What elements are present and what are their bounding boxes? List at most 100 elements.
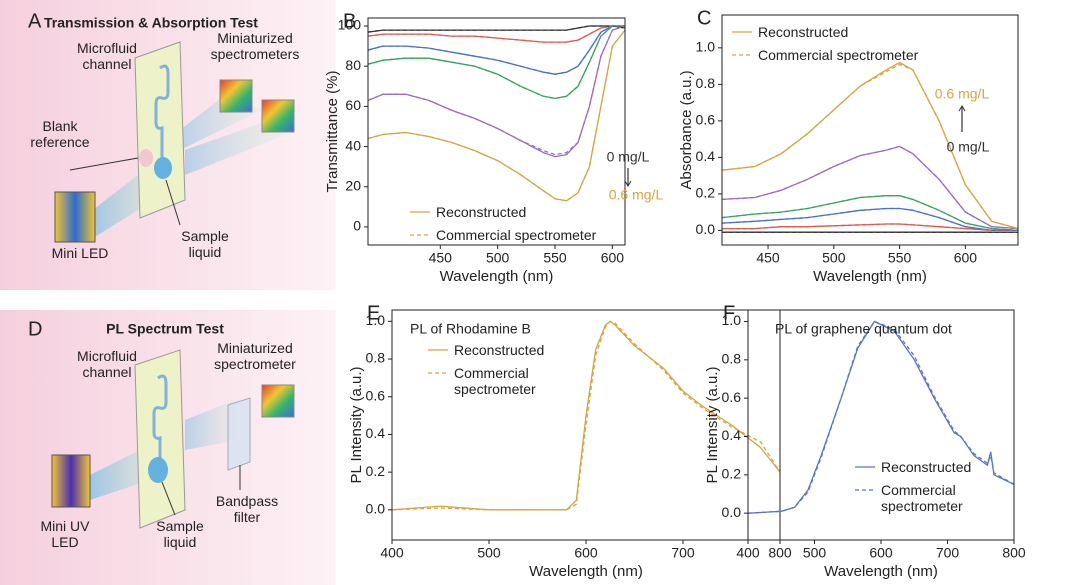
panel-label: E <box>367 302 380 324</box>
series-line <box>722 195 1018 232</box>
y-tick-label: 20 <box>345 177 361 193</box>
series-line <box>368 25 625 100</box>
panel-title: Transmission & Absorption Test <box>44 15 258 31</box>
annotation: 0 mg/L <box>947 139 990 155</box>
schematic-label: Blank reference <box>30 118 90 150</box>
x-tick-label: 450 <box>756 250 780 266</box>
uv-led <box>51 454 91 508</box>
microfluid-chip <box>134 41 186 219</box>
channel <box>154 64 170 158</box>
legend-label: Reconstructed <box>758 24 849 40</box>
chart-title: PL of graphene quantum dot <box>775 321 952 337</box>
series-line <box>722 207 1018 232</box>
x-tick-label: 400 <box>736 545 760 561</box>
schematic-label: Bandpass filter <box>215 493 279 525</box>
y-axis-label: PL Intensity (a.u.) <box>704 366 721 483</box>
series-line <box>392 320 780 511</box>
x-tick-label: 500 <box>822 250 846 266</box>
x-tick-label: 600 <box>574 545 598 561</box>
light-beam <box>185 400 240 450</box>
series-line <box>748 320 1014 514</box>
x-tick-label: 600 <box>869 545 893 561</box>
series-line <box>368 25 625 156</box>
blank-spot <box>139 149 153 167</box>
y-tick-label: 0.2 <box>722 466 742 482</box>
panel-label: C <box>697 7 711 29</box>
y-tick-label: 0.0 <box>366 501 386 517</box>
y-tick-label: 0.8 <box>722 351 742 367</box>
x-tick-label: 550 <box>888 250 912 266</box>
bandpass-filter <box>227 397 251 471</box>
y-tick-label: 0.6 <box>696 112 716 128</box>
plot-frame <box>747 309 1015 541</box>
legend-label: Reconstructed <box>881 459 972 475</box>
y-tick-label: 0 <box>353 218 361 234</box>
y-axis-label: PL Intensity (a.u.) <box>348 366 365 483</box>
y-tick-label: 0.6 <box>366 387 386 403</box>
y-tick-label: 60 <box>345 97 361 113</box>
x-tick-label: 600 <box>601 250 625 266</box>
schematic-label: Mini LED <box>51 245 109 261</box>
series-line <box>748 320 1014 514</box>
y-tick-label: 0.4 <box>366 425 386 441</box>
spectrometer <box>219 79 253 113</box>
panel-title: PL Spectrum Test <box>106 321 224 337</box>
pointer <box>69 157 139 171</box>
x-tick-label: 500 <box>486 250 510 266</box>
schematic-label: Sample liquid <box>181 228 229 260</box>
y-tick-label: 40 <box>345 137 361 153</box>
x-tick-label: 600 <box>954 250 978 266</box>
schematic-label: Mini UV LED <box>40 518 90 550</box>
y-axis-label: Absorbance (a.u.) <box>678 70 695 189</box>
y-tick-label: 1.0 <box>366 312 386 328</box>
x-tick-label: 700 <box>671 545 695 561</box>
y-tick-label: 0.0 <box>696 221 716 237</box>
schematic-label: Miniaturized spectrometers <box>210 30 300 62</box>
panel-label: B <box>343 10 356 32</box>
y-tick-label: 80 <box>345 57 361 73</box>
y-tick-label: 0.4 <box>696 148 716 164</box>
legend-label: Commercial spectrometer <box>758 47 919 63</box>
pointer <box>165 179 181 226</box>
panel-label: A <box>28 10 42 32</box>
schematic-label: Miniaturized spectrometer <box>214 340 296 372</box>
sample-spot <box>148 457 168 483</box>
y-tick-label: 0.8 <box>696 75 716 91</box>
annotation: 0 mg/L <box>607 149 650 165</box>
series-line <box>368 25 625 43</box>
legend-label: Commercial spectrometer <box>454 365 536 397</box>
pointer <box>161 481 176 516</box>
series-line <box>368 25 625 33</box>
y-tick-label: 1.0 <box>722 312 742 328</box>
y-tick-label: 0.0 <box>722 504 742 520</box>
schematic-label: Sample liquid <box>156 518 204 550</box>
led <box>54 191 96 243</box>
x-axis-label: Wavelength (nm) <box>813 268 927 285</box>
series-line <box>722 207 1018 232</box>
x-axis-label: Wavelength (nm) <box>440 268 554 285</box>
series-line <box>392 320 780 511</box>
series-line <box>722 223 1018 232</box>
series-line <box>722 63 1018 230</box>
series-line <box>368 25 625 100</box>
annotation: 0.6 mg/L <box>935 86 990 102</box>
annotation: 0.6 mg/L <box>609 187 664 203</box>
legend-label: Reconstructed <box>454 342 545 358</box>
schematic-label: Microfluid channel <box>77 348 137 380</box>
y-tick-label: 100 <box>338 17 362 33</box>
y-tick-label: 0.8 <box>366 350 386 366</box>
x-tick-label: 500 <box>803 545 827 561</box>
y-tick-label: 0.6 <box>722 389 742 405</box>
x-axis-label: Wavelength (nm) <box>824 563 938 580</box>
plot-frame <box>367 17 626 246</box>
legend-label: Commercial spectrometer <box>436 227 597 243</box>
spectrometer <box>261 99 295 133</box>
y-axis-label: Transmittance (%) <box>324 71 341 193</box>
spectrometer <box>261 384 295 418</box>
sample-spot <box>154 157 172 179</box>
x-tick-label: 550 <box>543 250 567 266</box>
y-tick-label: 0.2 <box>366 463 386 479</box>
annotation-arrowhead <box>624 180 632 187</box>
